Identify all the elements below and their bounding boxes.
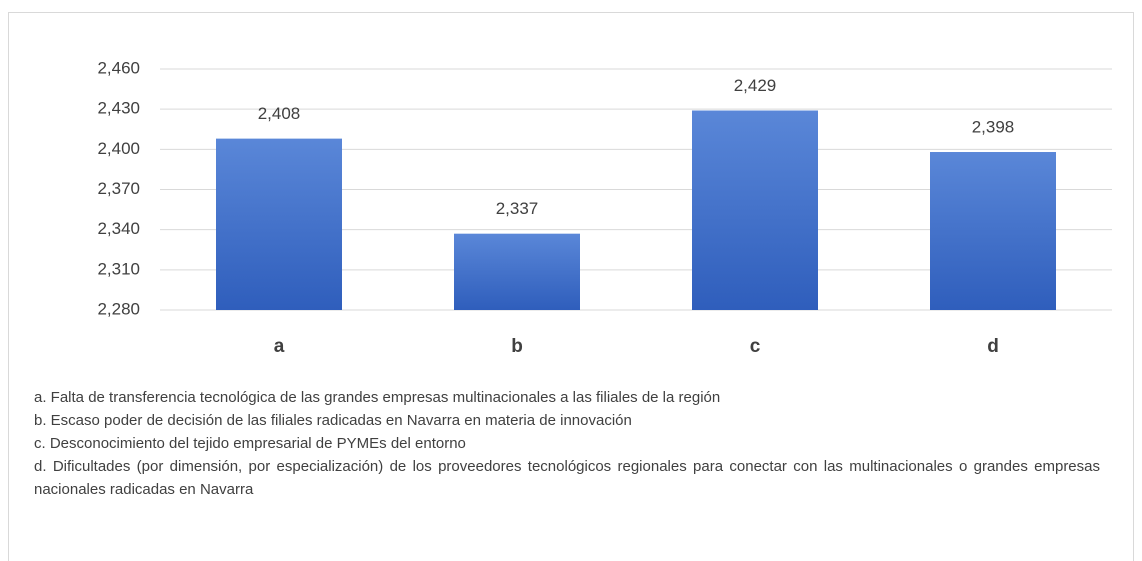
y-tick-label: 2,460 [97,58,140,77]
note: b. Escaso poder de decisión de las filia… [34,412,632,429]
note: a. Falta de transferencia tecnológica de… [34,389,721,406]
x-tick-label: a [274,336,285,357]
y-tick-label: 2,400 [97,139,140,158]
x-tick-label: c [750,336,761,357]
x-tick-label: d [987,336,999,357]
value-label: 2,408 [258,104,301,123]
bar [216,138,342,310]
note: d. Dificultades (por dimensión, por espe… [34,458,1100,498]
notes: a. Falta de transferencia tecnológica de… [34,386,1100,501]
note: c. Desconocimiento del tejido empresaria… [34,435,466,452]
value-label: 2,429 [734,76,777,95]
y-tick-label: 2,370 [97,179,140,198]
value-label: 2,398 [972,117,1015,136]
chart-frame [8,12,1134,561]
y-tick-label: 2,340 [97,219,140,238]
y-tick-label: 2,280 [97,299,140,318]
bar [930,152,1056,310]
y-tick-label: 2,430 [97,99,140,118]
x-tick-label: b [511,336,523,357]
bar [454,233,580,310]
bar [692,110,818,310]
y-tick-label: 2,310 [97,259,140,278]
value-label: 2,337 [496,199,539,218]
